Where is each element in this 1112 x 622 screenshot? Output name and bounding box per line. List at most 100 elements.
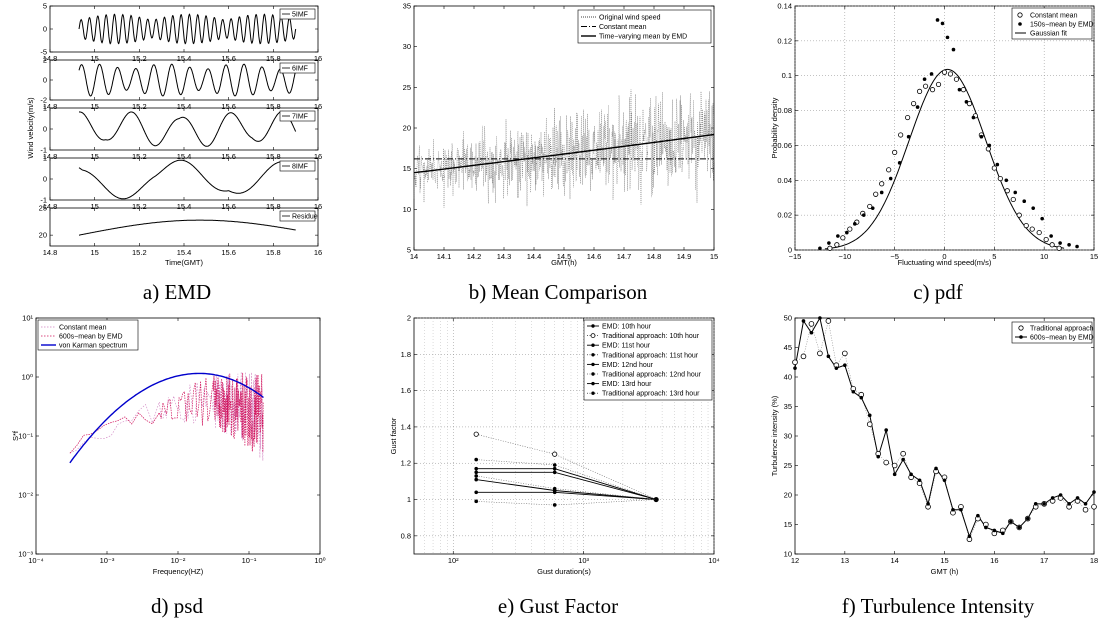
y-axis-label: S*f [11, 430, 20, 441]
x-tick-label: 15.2 [132, 202, 147, 211]
y-tick-label: 0 [788, 246, 792, 255]
y-tick-label: 15 [784, 520, 792, 529]
point-emd [892, 472, 897, 477]
series-marker [474, 466, 479, 471]
caption-e: e) Gust Factor [498, 594, 618, 618]
point-emd [859, 395, 864, 400]
legend-box [1011, 7, 1093, 40]
point-emd [1092, 490, 1096, 494]
caption-a: a) EMD [143, 280, 211, 304]
y-tick-label: 0 [43, 125, 47, 134]
point-emd-mean [1031, 206, 1036, 210]
y-tick-label: 5 [407, 246, 411, 255]
legend-label: 600s−mean by EMD [59, 334, 123, 341]
y-tick-label: 35 [403, 2, 411, 11]
x-tick-label: 15.8 [266, 102, 281, 111]
series-line [476, 499, 657, 506]
x-tick-label: 17 [1040, 556, 1048, 565]
x-tick-label: 14.8 [43, 248, 58, 257]
point-emd-mean [929, 72, 934, 76]
point-emd-mean [957, 87, 962, 92]
x-tick-label: 15 [90, 152, 98, 161]
y-tick-label: 1 [43, 104, 47, 113]
series-line [476, 479, 657, 500]
point-emd-mean [1075, 244, 1079, 249]
point-emd [1008, 519, 1013, 524]
point-emd [1058, 493, 1063, 497]
point-constant-mean [840, 235, 846, 241]
y-tick-label: 0.1 [782, 71, 792, 80]
point-emd-mean [861, 213, 866, 217]
emd-curve-8imf [78, 159, 296, 200]
legend-label: Traditional approach: 11st hour [602, 352, 699, 359]
y-axis-label: Gust factor [389, 417, 398, 454]
point-traditional [1091, 503, 1097, 510]
point-emd [801, 319, 806, 323]
x-tick-label: 14.8 [43, 152, 58, 161]
y-tick-label: 10⁻¹ [18, 432, 33, 441]
x-tick-label: 16 [314, 102, 322, 111]
legend-box [1011, 321, 1093, 344]
x-tick-label: 14.8 [43, 54, 58, 63]
point-constant-mean [960, 87, 967, 93]
y-tick-label: 0 [43, 175, 47, 184]
point-emd [934, 466, 938, 471]
y-tick-label: 30 [784, 432, 792, 441]
point-emd-mean [906, 134, 911, 139]
point-emd-mean [1013, 190, 1018, 195]
legend-label: 600s−mean by EMD [1030, 335, 1094, 342]
point-traditional [891, 462, 898, 469]
point-constant-mean [991, 165, 997, 171]
x-tick-label: 14.8 [43, 202, 58, 211]
x-tick-label: 14.7 [617, 252, 632, 261]
y-axis-label: Turbulence intensity (%) [770, 395, 779, 476]
series-line [476, 433, 657, 500]
legend-marker [591, 362, 595, 367]
panel-e-gust-factor: 10² 10³ 10⁴ 0.8 1 1.2 1.4 1.6 1.8 2 EMD: 10th hour… [389, 314, 720, 577]
legend-label: 8IMF [292, 164, 308, 171]
series-marker [474, 499, 479, 504]
series-marker [654, 497, 658, 502]
x-axis-label: Gust duration(s) [537, 567, 591, 576]
series-marker [552, 451, 558, 457]
series-marker [474, 477, 479, 482]
y-tick-label: 25 [784, 461, 792, 470]
x-tick-label: 5 [992, 252, 996, 261]
legend-label: 7IMF [292, 114, 308, 121]
x-tick-label: 16 [314, 152, 322, 161]
point-constant-mean [941, 69, 948, 75]
x-tick-label: 15.8 [266, 54, 281, 63]
y-tick-label: -1 [40, 146, 47, 155]
legend-marker [591, 324, 595, 328]
series-marker [474, 470, 479, 475]
x-tick-label: 14.1 [437, 252, 452, 261]
y-tick-label: 25 [39, 204, 47, 213]
y-tick-label: 20 [39, 231, 47, 240]
series-marker [552, 466, 557, 471]
legend-marker [591, 381, 595, 386]
y-tick-label: 10⁰ [22, 373, 33, 382]
y-tick-label: 0.06 [777, 141, 792, 150]
y-tick-label: 0.8 [401, 531, 411, 540]
point-emd [851, 389, 856, 394]
point-constant-mean [929, 87, 936, 93]
legend-marker [591, 353, 595, 357]
point-emd [909, 472, 913, 477]
point-constant-mean [827, 245, 833, 251]
y-axis-label: Probability density [770, 97, 779, 158]
point-constant-mean [898, 132, 904, 138]
point-emd-mean [853, 222, 857, 226]
series-marker [474, 474, 479, 478]
x-tick-label: 15.8 [266, 152, 281, 161]
y-tick-label: 35 [784, 402, 792, 411]
point-emd [1050, 496, 1055, 500]
x-tick-label: 15.4 [177, 102, 192, 111]
y-tick-label: 45 [784, 343, 792, 352]
x-tick-label: −10 [838, 252, 851, 261]
point-emd-mean [979, 134, 984, 139]
x-axis-label: GMT (h) [931, 567, 959, 576]
y-tick-label: 0 [43, 25, 47, 34]
y-tick-label: 0 [43, 76, 47, 85]
x-tick-label: 15.6 [221, 202, 236, 211]
